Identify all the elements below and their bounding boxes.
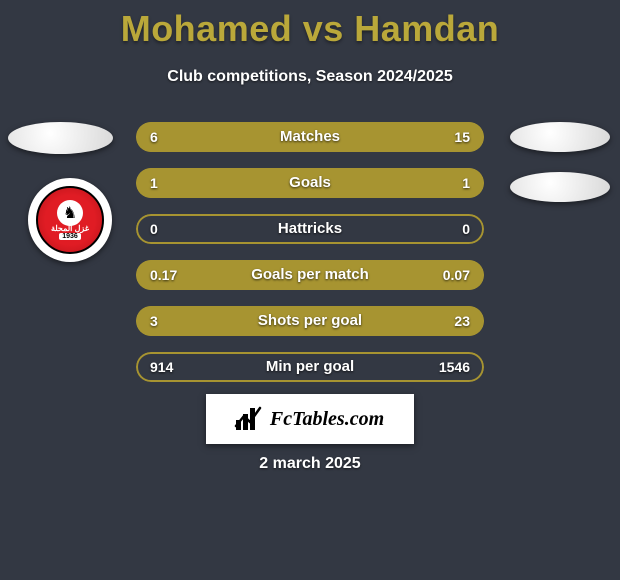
brand-text: FcTables.com: [270, 408, 384, 431]
date-text: 2 march 2025: [0, 455, 620, 473]
stat-label: Goals per match: [136, 260, 484, 290]
stat-row: 323Shots per goal: [136, 306, 484, 336]
stat-label: Hattricks: [136, 214, 484, 244]
stat-label: Min per goal: [136, 352, 484, 382]
stat-row: 00Hattricks: [136, 214, 484, 244]
stat-row: 9141546Min per goal: [136, 352, 484, 382]
stat-row: 11Goals: [136, 168, 484, 198]
stat-label: Matches: [136, 122, 484, 152]
brand-badge: FcTables.com: [206, 394, 414, 444]
player1-avatar-top: [8, 122, 113, 154]
fctables-icon: [236, 408, 264, 430]
player2-avatar-top: [510, 122, 610, 152]
player2-avatar-bottom: [510, 172, 610, 202]
stat-label: Shots per goal: [136, 306, 484, 336]
stat-row: 0.170.07Goals per match: [136, 260, 484, 290]
stat-label: Goals: [136, 168, 484, 198]
page-title: Mohamed vs Hamdan: [0, 0, 620, 50]
comparison-chart: 615Matches 11Goals 00Hattricks 0.170.07Goal…: [136, 122, 484, 398]
club-badge: ♞ غزل المحلة 1936: [28, 178, 112, 262]
subtitle: Club competitions, Season 2024/2025: [0, 68, 620, 86]
stat-row: 615Matches: [136, 122, 484, 152]
